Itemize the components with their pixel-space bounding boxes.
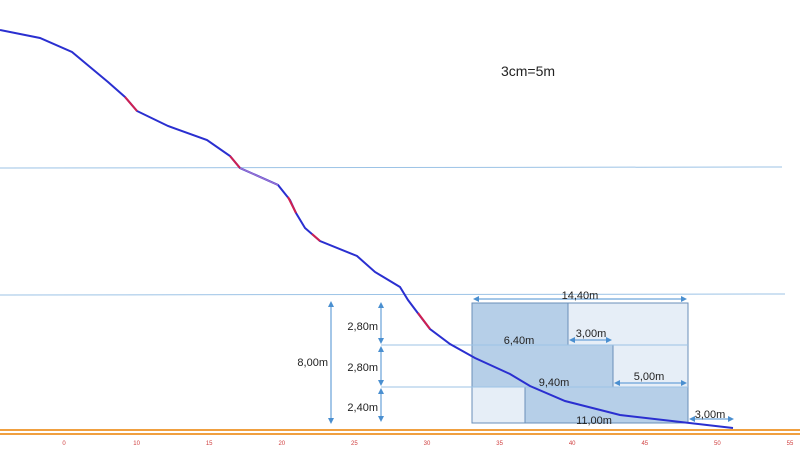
dimension-label: 2,80m [347,321,378,333]
axis-label: 10 [133,441,140,447]
dimension-label: 9,40m [539,377,570,389]
axis-label: 35 [496,441,503,447]
terrain-profile [0,29,734,429]
dimension-label: 8,00m [297,357,328,369]
guide-line [0,166,783,169]
dimension-lines [328,296,734,424]
dimension-label: 5,00m [634,371,665,383]
dimension-label: 6,40m [504,335,535,347]
dimension-label: 2,80m [347,362,378,374]
dimension-label: 2,40m [347,402,378,414]
axis-label: 40 [569,441,576,447]
axis-labels: 0 10 15 20 25 30 35 40 45 50 55 [62,441,794,447]
base-line [0,429,800,435]
dimension-label: 3,00m [695,409,726,421]
axis-label: 15 [206,441,213,447]
dimension-label: 11,00m [576,415,612,427]
dimension-label: 14,40m [562,290,599,302]
scale-note: 3cm=5m [501,63,555,79]
axis-label: 25 [351,441,358,447]
axis-label: 0 [62,441,66,447]
axis-label: 55 [787,441,794,447]
axis-label: 20 [278,441,285,447]
axis-label: 50 [714,441,721,447]
profile-segment [239,167,279,186]
guide-line [0,293,786,296]
axis-label: 45 [641,441,648,447]
axis-label: 30 [424,441,431,447]
steep-segments [124,96,431,330]
dimension-label: 3,00m [576,328,607,340]
